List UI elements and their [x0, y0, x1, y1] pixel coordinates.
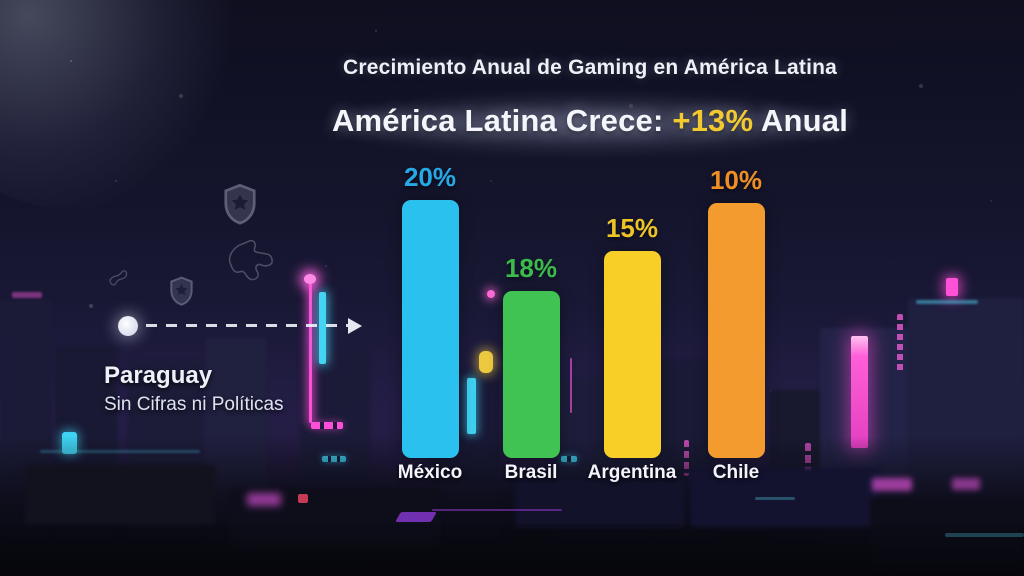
- headline-glow: [330, 96, 850, 152]
- chart-title: Crecimiento Anual de Gaming en América L…: [342, 56, 838, 79]
- roof-rim-light: [40, 450, 200, 453]
- bar-value-label: 20%: [403, 162, 457, 192]
- headline-highlight: +13%: [672, 103, 754, 138]
- roof-rim-light: [755, 497, 795, 500]
- bar-category-label: Chile: [712, 462, 760, 483]
- shield-star-icon: [224, 183, 256, 225]
- bar-group-argentina: 15% Argentina: [572, 213, 692, 483]
- rooftop: [515, 478, 685, 528]
- neon-yellow-lantern: [479, 351, 493, 373]
- shield-star-icon: [170, 276, 193, 306]
- rooftop: [690, 468, 880, 528]
- headline-suffix: Anual: [753, 103, 849, 138]
- neon-magenta-head: [304, 274, 316, 284]
- bar-category-label: Argentina: [587, 462, 677, 483]
- rooftop: [25, 465, 215, 525]
- bar-group-mexico: 20% México: [370, 162, 490, 483]
- annotation-country: Paraguay: [104, 362, 213, 389]
- bar-brasil: [502, 291, 560, 458]
- map-scribble-icon: [109, 270, 128, 286]
- neon-cyan-bar: [319, 292, 326, 364]
- magenta-glow-blob: [872, 478, 912, 491]
- bottom-shadow-band: [0, 524, 1024, 576]
- dashed-arrow-line: [146, 324, 348, 327]
- neon-cyan-bar: [467, 378, 476, 434]
- annotation-note: Sin Cifras ni Políticas: [104, 394, 284, 415]
- bar-group-brasil: 18% Brasil: [471, 253, 591, 483]
- dust-particles: [70, 60, 72, 62]
- bar-group-chile: 10% Chile: [676, 165, 796, 483]
- arrow-head-icon: [348, 318, 362, 334]
- chart-headline: América Latina Crece: +13% Anual: [320, 103, 860, 139]
- bar-value-label: 10%: [709, 165, 763, 195]
- headline-prefix: América Latina Crece:: [331, 103, 673, 138]
- neon-magenta-thin: [570, 358, 572, 413]
- bar-category-label: Brasil: [504, 462, 558, 483]
- bar-value-label: 15%: [605, 213, 659, 243]
- neon-magenta-line: [309, 277, 312, 423]
- moon-icon: [118, 316, 138, 336]
- neon-antenna: [946, 278, 958, 296]
- bar-value-label: 18%: [504, 253, 558, 283]
- neon-glyph-column: [897, 314, 903, 374]
- paraguay-map-outline-icon: [228, 239, 273, 281]
- bar-argentina: [603, 251, 661, 458]
- neon-pink-dot: [487, 290, 495, 298]
- neon-cyan-streak: [916, 300, 978, 304]
- purple-streak: [432, 509, 562, 511]
- magenta-glow-blob: [952, 478, 980, 490]
- bar-category-label: México: [397, 462, 463, 483]
- neon-pink-dots: [12, 292, 42, 298]
- magenta-glow-blob: [247, 493, 281, 506]
- neon-magenta-dashes: [311, 422, 343, 429]
- roof-rim-light: [945, 533, 1024, 537]
- red-light: [298, 494, 308, 503]
- bar-chile: [707, 203, 765, 458]
- neon-pink-sign: [851, 336, 868, 448]
- bar-mexico: [401, 200, 459, 458]
